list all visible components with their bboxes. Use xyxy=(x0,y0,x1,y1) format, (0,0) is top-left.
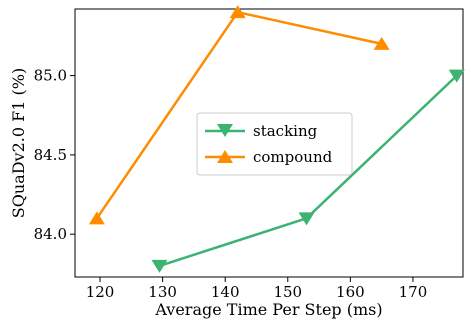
data-point-compound xyxy=(373,36,390,50)
y-axis-ticks: 84.0 84.5 85.0 xyxy=(34,67,75,243)
x-tick-label: 120 xyxy=(86,283,115,301)
legend: stacking compound xyxy=(196,112,353,176)
x-tick-label: 140 xyxy=(211,283,240,301)
legend-marker-stacking xyxy=(217,124,233,137)
data-point-stacking xyxy=(298,212,315,226)
series-layer xyxy=(88,5,465,273)
x-tick-label: 160 xyxy=(336,283,365,301)
x-tick-label: 170 xyxy=(399,283,428,301)
legend-label-stacking: stacking xyxy=(253,122,318,140)
legend-marker-compound xyxy=(217,150,233,163)
y-tick-label: 84.0 xyxy=(34,225,67,243)
x-tick-label: 130 xyxy=(148,283,177,301)
y-tick-label: 84.5 xyxy=(34,146,67,164)
data-point-stacking xyxy=(151,259,168,273)
plot-area xyxy=(74,8,464,278)
x-axis-label: Average Time Per Step (ms) xyxy=(154,300,382,319)
legend-box xyxy=(196,112,353,176)
data-point-compound xyxy=(229,5,246,19)
x-tick-label: 150 xyxy=(273,283,302,301)
x-axis-ticks: 120 130 140 150 160 170 xyxy=(86,277,428,301)
data-point-stacking xyxy=(448,69,465,83)
y-axis-label: SQuaDv2.0 F1 (%) xyxy=(9,68,28,218)
legend-label-compound: compound xyxy=(253,148,333,166)
y-tick-label: 85.0 xyxy=(34,67,67,85)
data-point-compound xyxy=(88,211,105,225)
